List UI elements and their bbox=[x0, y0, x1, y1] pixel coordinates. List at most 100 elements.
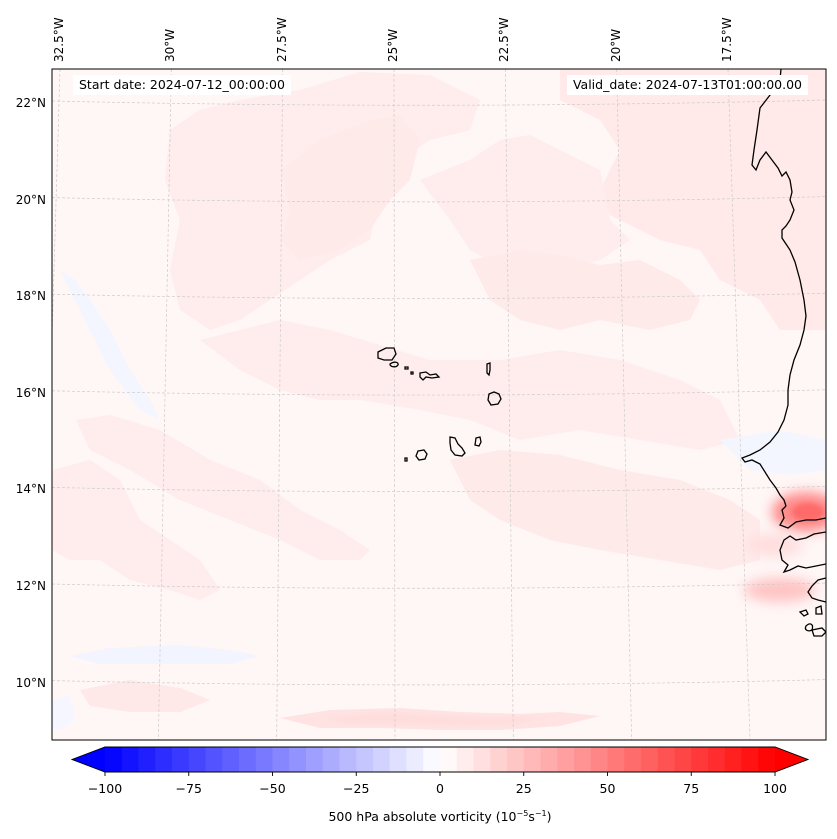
colorbar-segment bbox=[205, 747, 223, 772]
colorbar-segment bbox=[138, 747, 156, 772]
colorbar-segment bbox=[239, 747, 257, 772]
colorbar-segment bbox=[507, 747, 525, 772]
colorbar-segment bbox=[306, 747, 324, 772]
coastline-guinea-bissau bbox=[807, 577, 826, 603]
colorbar-segment bbox=[624, 747, 642, 772]
longitude-tick-label: 20°W bbox=[608, 28, 623, 62]
longitude-tick-label: 30°W bbox=[163, 28, 178, 62]
island bbox=[811, 627, 826, 637]
field-maximum bbox=[747, 533, 803, 557]
island-santa-luzia bbox=[404, 366, 409, 370]
meridian-gridline bbox=[276, 69, 284, 740]
coastline bbox=[377, 69, 826, 637]
colorbar-label-unit: s bbox=[528, 809, 535, 825]
colorbar-label-exponent: −5 bbox=[516, 809, 529, 818]
field-contour-positive bbox=[420, 135, 630, 270]
meridian-gridline bbox=[504, 69, 514, 740]
colorbar-tick-label: 100 bbox=[763, 781, 787, 796]
latitude-tick-label: 16°N bbox=[15, 385, 46, 400]
colorbar-segment bbox=[105, 747, 123, 772]
colorbar-tick-label: −75 bbox=[175, 781, 202, 796]
coastline-casamance bbox=[779, 531, 826, 574]
colorbar-segment bbox=[741, 747, 759, 772]
island bbox=[815, 605, 823, 615]
colorbar-segment bbox=[724, 747, 742, 772]
colorbar-tick-label: 75 bbox=[683, 781, 700, 796]
latitude-tick-label: 10°N bbox=[15, 675, 46, 690]
meridian-gridline bbox=[52, 69, 61, 350]
colorbar-segment bbox=[322, 747, 340, 772]
colorbar-segment bbox=[708, 747, 726, 772]
colorbar-segment bbox=[373, 747, 391, 772]
vorticity-field bbox=[52, 69, 826, 740]
field-contour-positive bbox=[320, 712, 540, 726]
latitude-tick-label: 20°N bbox=[15, 192, 46, 207]
meridian-gridline bbox=[393, 69, 396, 740]
colorbar-label-prefix: 500 hPa absolute vorticity (10 bbox=[328, 809, 517, 825]
colorbar-segment bbox=[272, 747, 290, 772]
parallel-gridline bbox=[52, 99, 826, 106]
colorbar bbox=[70, 746, 810, 776]
colorbar-segment bbox=[155, 747, 173, 772]
colorbar-segment bbox=[188, 747, 206, 772]
island-brava bbox=[404, 457, 408, 462]
colorbar-tick-label: −100 bbox=[87, 781, 123, 796]
parallel-gridline bbox=[52, 389, 826, 396]
longitude-tick-label: 22.5°W bbox=[497, 17, 512, 62]
colorbar-segment bbox=[222, 747, 240, 772]
colorbar-segment bbox=[657, 747, 675, 772]
parallel-gridline bbox=[52, 292, 826, 299]
gridlines bbox=[52, 69, 826, 740]
colorbar-segment bbox=[440, 747, 458, 772]
longitude-tick-label: 17.5°W bbox=[720, 17, 734, 62]
parallel-gridline bbox=[52, 196, 826, 203]
field-contour-positive bbox=[450, 450, 760, 570]
field-contour-positive bbox=[470, 250, 700, 330]
longitude-tick-label: 27.5°W bbox=[274, 17, 289, 62]
colorbar-segment bbox=[574, 747, 592, 772]
colorbar-tick-label: −25 bbox=[343, 781, 370, 796]
parallel-gridline bbox=[52, 679, 826, 686]
colorbar-tick-label: 25 bbox=[515, 781, 532, 796]
colorbar-segment bbox=[456, 747, 474, 772]
colorbar-segment bbox=[523, 747, 541, 772]
colorbar-segment bbox=[389, 747, 407, 772]
island-maio bbox=[474, 436, 482, 447]
field-contour-positive bbox=[200, 320, 740, 450]
field-contour-positive bbox=[52, 460, 220, 600]
map-frame bbox=[51, 68, 827, 741]
colorbar-segment bbox=[473, 747, 491, 772]
colorbar-tick-label: 50 bbox=[599, 781, 616, 796]
longitude-tick-label: 32.5°W bbox=[52, 17, 66, 62]
field-contour-positive bbox=[76, 415, 370, 560]
colorbar-segment bbox=[289, 747, 307, 772]
colorbar-segment bbox=[557, 747, 575, 772]
island-sao-vicente bbox=[389, 361, 399, 368]
island-sao-nicolau bbox=[419, 371, 441, 381]
colorbar-tick-label: 0 bbox=[436, 781, 444, 796]
meridian-gridline bbox=[157, 69, 172, 740]
valid-date-label: Valid_date: 2024-07-13T01:00:00.00 bbox=[566, 75, 808, 95]
island-santo-antao bbox=[377, 347, 397, 361]
colorbar-segment bbox=[255, 747, 273, 772]
latitude-tick-label: 14°N bbox=[15, 482, 46, 497]
latitude-tick-label: 22°N bbox=[15, 96, 46, 110]
island-fogo bbox=[415, 449, 428, 461]
colorbar-segment bbox=[423, 747, 441, 772]
island-sal bbox=[486, 362, 491, 377]
colorbar-segment bbox=[590, 747, 608, 772]
colorbar-segment bbox=[691, 747, 709, 772]
colorbar-extend-low bbox=[72, 747, 105, 772]
colorbar-segment bbox=[540, 747, 558, 772]
colorbar-segment bbox=[356, 747, 374, 772]
island-santiago bbox=[449, 436, 466, 457]
colorbar-segment bbox=[406, 747, 424, 772]
colorbar-segment bbox=[339, 747, 357, 772]
latitude-tick-label: 18°N bbox=[15, 289, 46, 304]
start-date-label: Start date: 2024-07-12_00:00:00 bbox=[73, 75, 291, 95]
field-contour-positive bbox=[80, 680, 210, 712]
field-contour-negative bbox=[70, 645, 260, 664]
field-maximum bbox=[744, 578, 816, 602]
parallel-gridline bbox=[52, 486, 826, 493]
